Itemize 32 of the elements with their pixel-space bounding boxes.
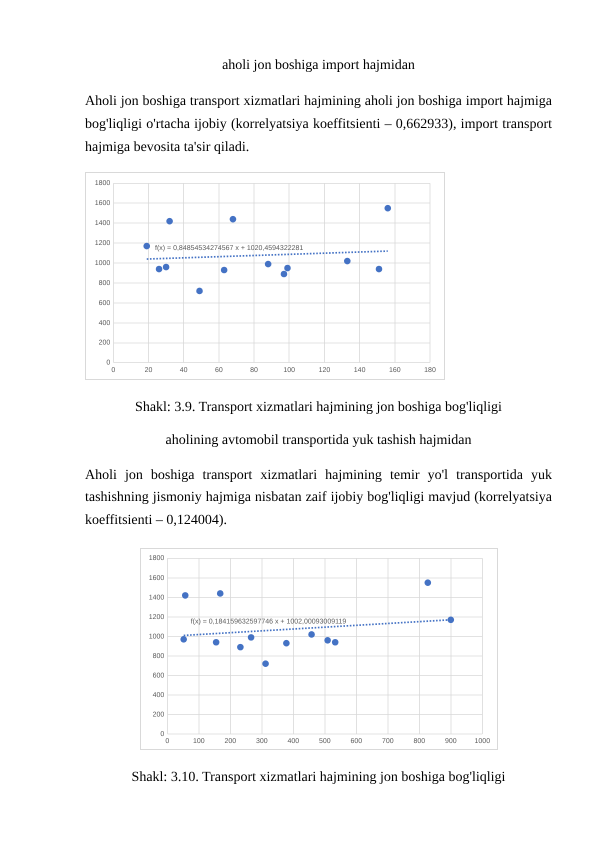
point [308, 631, 315, 638]
text: Aholi jon boshiga transport xizmatlari hajmining aholi jon boshiga import hajmiga bog'liqligi o'rtacha ijobiy (korrelyatsiya koeffitsienti – 0,662933), import transport hajmiga bevosita ta'sir qiladi. [85, 92, 552, 156]
text: Shakl: 3.9. Transport xizmatlari hajmining jon boshiga bog'liqligi [134, 400, 503, 416]
point [212, 638, 220, 646]
point [162, 264, 170, 270]
text: aholining avtomobil transportida yuk tashish hajmidan [164, 433, 472, 449]
point [280, 270, 288, 278]
point [216, 590, 224, 597]
point [237, 644, 244, 650]
text: Aholi jon boshiga transport xizmatlari hajmining temir yo'l transportida yuk tashishning jismoniy hajmiga nisbatan zaif ijobiy bog'liqligi mavjud (korrelyatsiya koeffitsienti – 0,124004). [85, 466, 552, 530]
point [448, 616, 454, 624]
point [196, 288, 203, 294]
point [324, 636, 331, 644]
point [376, 266, 382, 272]
point [264, 260, 272, 268]
point [248, 634, 254, 641]
point [332, 638, 338, 646]
point [220, 266, 228, 274]
point [284, 264, 291, 272]
point [344, 258, 351, 264]
point [262, 660, 269, 668]
point [156, 266, 162, 272]
point [283, 640, 290, 647]
point [143, 242, 150, 250]
point [166, 218, 173, 224]
point [384, 204, 392, 212]
point [180, 636, 187, 643]
text: Shakl: 3.10. Transport xizmatlari hajmining jon boshiga bog'liqligi [130, 770, 506, 786]
point [182, 592, 189, 599]
point [230, 216, 236, 222]
text: aholi jon boshiga import hajmidan [221, 58, 416, 74]
point [424, 579, 432, 586]
